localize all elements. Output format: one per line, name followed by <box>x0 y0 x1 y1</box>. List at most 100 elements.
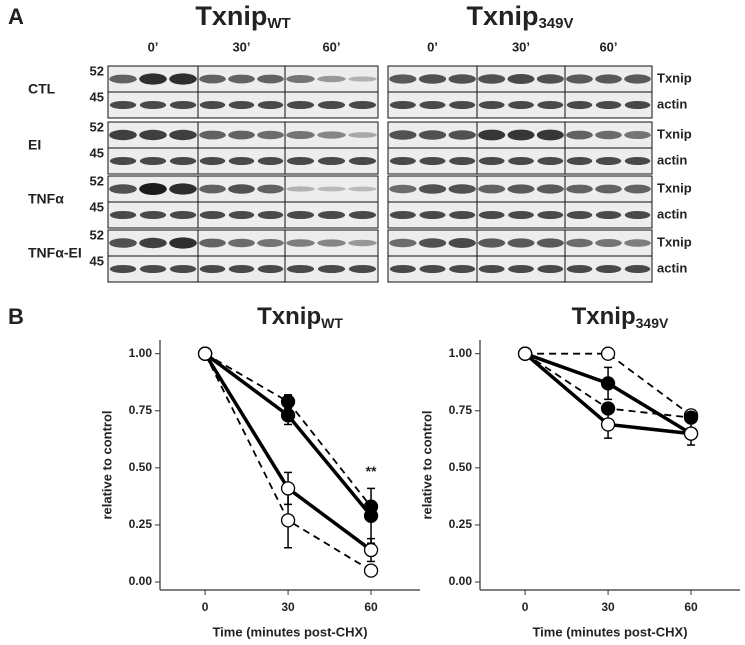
data-point <box>363 508 379 523</box>
actin-band <box>286 101 315 109</box>
y-tick-label: 0.75 <box>449 403 473 417</box>
actin-band <box>317 265 346 273</box>
txnip-band <box>418 238 447 248</box>
y-tick-label: 0.25 <box>449 517 473 531</box>
txnip-band <box>536 129 564 141</box>
data-point <box>517 346 533 361</box>
txnip-band <box>317 239 346 247</box>
txnip-band <box>566 74 593 84</box>
actin-band <box>257 265 284 273</box>
txnip-band <box>507 238 535 248</box>
txnip-band <box>228 74 255 84</box>
title-main: Txnip <box>466 1 538 31</box>
data-point <box>280 513 296 528</box>
txnip-band <box>286 75 315 83</box>
actin-band <box>566 101 593 109</box>
actin-band <box>286 211 315 219</box>
y-axis-label: relative to control <box>99 410 114 519</box>
txnip-band <box>348 239 377 247</box>
actin-band <box>199 211 226 219</box>
actin-band <box>419 101 446 109</box>
txnip-band <box>624 239 651 247</box>
band-label: Txnip <box>657 70 692 85</box>
band-label: Txnip <box>657 234 692 249</box>
row-label: TNFα <box>28 191 64 207</box>
x-tick-label: 60 <box>364 600 378 614</box>
title-main: Txnip <box>195 1 267 31</box>
actin-band <box>228 265 255 273</box>
actin-band <box>169 157 197 165</box>
band-label: actin <box>657 260 687 275</box>
txnip-band <box>389 238 417 248</box>
txnip-band <box>478 74 506 84</box>
actin-band <box>317 157 346 165</box>
y-axis-label: relative to control <box>419 410 434 519</box>
data-point <box>600 417 616 432</box>
data-point <box>683 426 699 441</box>
actin-band <box>478 265 505 273</box>
txnip-band <box>595 184 622 194</box>
txnip-band <box>139 129 167 141</box>
actin-band <box>257 101 284 109</box>
actin-band <box>199 101 226 109</box>
txnip-band <box>109 74 137 84</box>
txnip-band <box>169 183 197 195</box>
x-tick-label: 30 <box>281 600 295 614</box>
txnip-band <box>228 184 255 194</box>
actin-band <box>169 211 197 219</box>
actin-band <box>348 101 377 109</box>
actin-band <box>478 211 505 219</box>
txnip-band <box>595 130 622 140</box>
data-point <box>197 346 213 361</box>
y-tick-label: 0.25 <box>129 517 153 531</box>
actin-band <box>286 265 315 273</box>
actin-band <box>624 101 651 109</box>
txnip-band <box>257 74 284 84</box>
txnip-band <box>624 131 651 139</box>
txnip-band <box>139 73 167 85</box>
actin-band <box>566 265 593 273</box>
txnip-band <box>317 186 346 192</box>
actin-band <box>109 265 137 273</box>
actin-band <box>537 211 564 219</box>
txnip-band <box>139 183 167 195</box>
actin-band <box>109 211 137 219</box>
txnip-band <box>228 130 255 140</box>
y-tick-label: 0.50 <box>449 460 473 474</box>
txnip-band <box>478 129 506 141</box>
txnip-band <box>169 129 197 141</box>
txnip-band <box>228 238 255 248</box>
txnip-band <box>199 130 226 140</box>
x-tick-label: 0 <box>202 600 209 614</box>
txnip-band <box>348 132 377 138</box>
band-label: Txnip <box>657 180 692 195</box>
title-sub: 349V <box>538 15 573 32</box>
data-point <box>280 394 296 409</box>
time-label: 0’ <box>148 39 159 54</box>
actin-band <box>508 265 534 273</box>
time-label: 0’ <box>427 39 438 54</box>
actin-band <box>199 265 226 273</box>
txnip-band <box>448 184 476 194</box>
actin-band <box>199 157 226 165</box>
x-tick-label: 0 <box>522 600 529 614</box>
txnip-band <box>348 76 377 82</box>
actin-band <box>508 157 534 165</box>
actin-band <box>449 157 476 165</box>
txnip-band <box>478 238 506 248</box>
actin-band <box>169 101 197 109</box>
time-label: 60’ <box>599 39 617 54</box>
txnip-band <box>257 130 284 140</box>
txnip-band <box>286 131 315 139</box>
data-point <box>600 346 616 361</box>
mw-marker: 45 <box>90 199 104 214</box>
txnip-band <box>595 74 622 84</box>
txnip-band <box>286 239 315 247</box>
actin-band <box>228 211 255 219</box>
data-point <box>600 401 616 416</box>
y-tick-label: 0.50 <box>129 460 153 474</box>
actin-band <box>624 265 651 273</box>
actin-band <box>595 265 622 273</box>
actin-band <box>109 101 137 109</box>
mw-marker: 52 <box>90 63 104 78</box>
